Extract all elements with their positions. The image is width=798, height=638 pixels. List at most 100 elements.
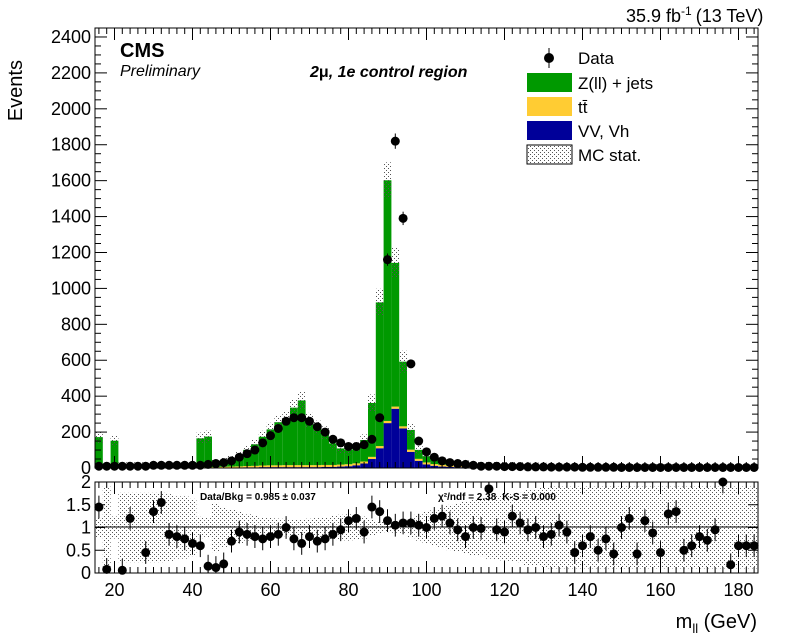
data-point (359, 440, 369, 450)
y-tick-label: 1600 (51, 171, 91, 191)
x-tick-label: 160 (645, 580, 675, 600)
data-point (351, 441, 361, 451)
mc-bar (399, 361, 407, 427)
ratio-point (164, 529, 174, 539)
mc-bar (336, 448, 345, 465)
ratio-point (679, 545, 689, 555)
ratio-point (601, 534, 611, 544)
data-point (289, 413, 299, 423)
ratio-point (648, 528, 658, 538)
preliminary-label: Preliminary (120, 63, 201, 80)
region-label: 2μ, 1e control region (309, 64, 468, 81)
mc-stat-bin (391, 247, 400, 279)
data-point (375, 413, 385, 423)
ratio-point (367, 502, 377, 512)
mc-stat-bin (274, 415, 283, 430)
mc-bar (297, 400, 306, 466)
lumi-label: 35.9 fb-1 (13 TeV) (626, 4, 763, 26)
ratio-point (180, 534, 190, 544)
mc-stat-bin (258, 430, 267, 443)
data-point (429, 452, 439, 462)
ratio-x-axis: 20 40 60 80 100 120 140 160 180 (98, 482, 755, 600)
ratio-point (702, 535, 712, 545)
ratio-y-tick-label: 1.5 (66, 495, 91, 515)
ratio-point (687, 541, 697, 551)
data-point (242, 449, 252, 459)
mc-stat-bin (414, 445, 423, 455)
legend-ttbar-swatch (527, 97, 572, 116)
ratio-point (624, 513, 634, 523)
ratio-point (562, 527, 572, 537)
legend-entry-zjets: Z(ll) + jets (578, 74, 653, 93)
ratio-point (492, 525, 502, 535)
mc-bar (407, 451, 415, 468)
mc-stat-bin (383, 162, 392, 199)
mc-bar (258, 436, 267, 466)
ratio-point (749, 541, 759, 551)
mc-bar (321, 432, 329, 465)
ratio-point (539, 532, 548, 542)
mc-bar (352, 447, 361, 464)
x-tick-label: 140 (567, 580, 597, 600)
ratio-point (390, 520, 400, 530)
ratio-point (609, 549, 619, 559)
ratio-point (219, 559, 229, 569)
data-point (273, 423, 283, 433)
ratio-point (585, 532, 595, 542)
legend-entry-ttbar: tt̄ (578, 98, 588, 117)
ratio-point (273, 529, 283, 539)
y-tick-label: 1200 (51, 242, 91, 262)
ratio-point (203, 561, 213, 571)
ratio-point (453, 525, 463, 535)
ratio-y-tick-label: 2 (81, 472, 91, 492)
mc-stat-bin (266, 422, 275, 436)
mc-stat-bin (336, 443, 345, 454)
mc-stat-bin (251, 439, 259, 450)
x-tick-label: 120 (489, 580, 519, 600)
data-point (281, 416, 291, 426)
x-tick-label: 40 (182, 580, 202, 600)
legend-mcstat-swatch (526, 144, 573, 165)
mc-stat-bin (95, 431, 103, 443)
mc-stat-bin (399, 350, 407, 373)
ratio-point (297, 538, 307, 548)
legend: Data Z(ll) + jets tt̄ VV, Vh MC stat. (526, 48, 653, 165)
legend-entry-mcstat: MC stat. (578, 146, 641, 165)
ratio-point (188, 538, 197, 548)
mc-bar (274, 422, 283, 466)
ratio-point (266, 532, 275, 542)
mc-bar (407, 449, 415, 452)
ratio-point (172, 532, 182, 542)
ratio-point (429, 513, 439, 523)
ratio-summary: Data/Bkg = 0.985 ± 0.037 (200, 492, 316, 503)
mc-stat-bin (196, 432, 205, 445)
ratio-point (149, 507, 158, 517)
ratio-point (398, 518, 408, 528)
data-point (344, 441, 353, 451)
data-point (258, 438, 268, 448)
main-frame (94, 27, 759, 469)
data-point (383, 255, 392, 265)
ratio-point (320, 534, 330, 544)
y-tick-label: 600 (61, 350, 91, 370)
ratio-point (250, 532, 260, 542)
mc-bar (383, 180, 392, 421)
mc-bar (375, 448, 384, 468)
mc-bar (196, 438, 205, 468)
ratio-point (289, 534, 299, 544)
ratio-point (445, 518, 455, 528)
data-point (266, 431, 275, 441)
data-point (305, 416, 314, 426)
ratio-point (437, 511, 447, 521)
main-x-ticks (98, 28, 755, 468)
data-point (297, 413, 307, 423)
mc-bar (399, 428, 407, 468)
mc-stat-bin (290, 399, 298, 416)
ratio-y-tick-label: 0 (81, 563, 91, 583)
mc-bar (407, 429, 415, 450)
mc-bar (204, 436, 212, 468)
mc-bar (375, 446, 384, 449)
data-point (320, 427, 330, 437)
mc-bar (251, 444, 259, 466)
mc-bar (368, 456, 376, 460)
